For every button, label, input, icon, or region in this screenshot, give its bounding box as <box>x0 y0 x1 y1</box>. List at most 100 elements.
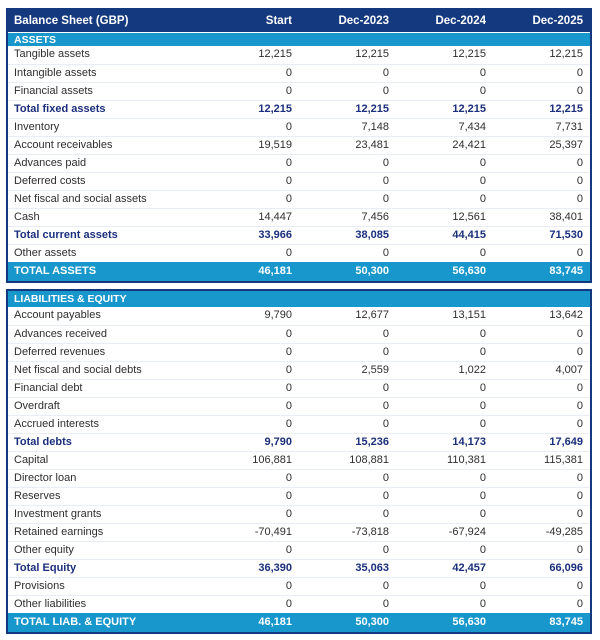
cell-value: 0 <box>382 472 389 484</box>
cell-value: 1,022 <box>458 364 486 376</box>
row-label: Cash <box>14 211 40 223</box>
cell-value: 0 <box>479 193 486 205</box>
row-label: Capital <box>14 454 49 466</box>
cell-value: 0 <box>285 157 292 169</box>
table-row: Financial assets 0 0 0 0 <box>8 82 590 100</box>
cell-value: 12,215 <box>355 103 389 115</box>
cell-value: 108,881 <box>349 454 389 466</box>
cell-value: 0 <box>479 418 486 430</box>
cell-value: 110,381 <box>447 454 486 466</box>
table-row: Accrued interests 0 0 0 0 <box>8 415 590 433</box>
cell-value: 0 <box>576 418 583 430</box>
cell-value: 0 <box>285 580 292 592</box>
cell-value: 0 <box>576 400 583 412</box>
cell-value: 17,649 <box>549 436 583 448</box>
row-label: Reserves <box>14 490 61 502</box>
cell-value: 0 <box>285 67 292 79</box>
column-header-dec-2024: Dec-2024 <box>435 15 486 27</box>
cell-value: 0 <box>285 121 292 133</box>
cell-value: 0 <box>382 346 389 358</box>
cell-value: 0 <box>382 580 389 592</box>
cell-value: 33,966 <box>258 229 292 241</box>
table-row: Investment grants 0 0 0 0 <box>8 505 590 523</box>
cell-value: 0 <box>382 247 389 259</box>
cell-value: 0 <box>479 346 486 358</box>
cell-value: 13,642 <box>549 309 583 321</box>
cell-value: 0 <box>382 328 389 340</box>
cell-value: 15,236 <box>355 436 389 448</box>
row-label: Total fixed assets <box>14 103 106 115</box>
row-label: Other assets <box>14 247 77 259</box>
cell-value: 19,519 <box>258 139 292 151</box>
cell-value: 0 <box>382 157 389 169</box>
cell-value: 0 <box>382 85 389 97</box>
cell-value: 38,085 <box>355 229 389 241</box>
cell-value: 38,401 <box>549 211 583 223</box>
row-label: Director loan <box>14 472 77 484</box>
row-label: Total Equity <box>14 562 77 574</box>
cell-value: 50,300 <box>355 265 389 277</box>
cell-value: 0 <box>479 490 486 502</box>
cell-value: 50,300 <box>355 616 389 628</box>
table-row: Capital 106,881 108,881 110,381 115,381 <box>8 451 590 469</box>
row-label: TOTAL ASSETS <box>14 265 97 277</box>
cell-value: 12,215 <box>258 48 292 60</box>
cell-value: 0 <box>382 544 389 556</box>
cell-value: 0 <box>285 544 292 556</box>
cell-value: 0 <box>382 508 389 520</box>
table-row: Financial debt 0 0 0 0 <box>8 379 590 397</box>
row-label: Financial assets <box>14 85 93 97</box>
cell-value: 12,215 <box>549 48 583 60</box>
cell-value: 0 <box>382 418 389 430</box>
cell-value: 83,745 <box>549 616 583 628</box>
cell-value: 56,630 <box>452 616 486 628</box>
cell-value: 0 <box>285 598 292 610</box>
cell-value: 0 <box>285 247 292 259</box>
cell-value: 0 <box>285 328 292 340</box>
column-header-dec-2023: Dec-2023 <box>338 15 389 27</box>
table-row: Deferred revenues 0 0 0 0 <box>8 343 590 361</box>
cell-value: -70,491 <box>254 526 292 538</box>
cell-value: -67,924 <box>448 526 486 538</box>
cell-value: 0 <box>576 598 583 610</box>
row-label: Net fiscal and social debts <box>14 364 142 376</box>
cell-value: 115,381 <box>544 454 583 466</box>
cell-value: 13,151 <box>452 309 486 321</box>
cell-value: 0 <box>479 472 486 484</box>
cell-value: 24,421 <box>452 139 486 151</box>
cell-value: 0 <box>479 175 486 187</box>
cell-value: -73,818 <box>351 526 389 538</box>
row-label: TOTAL LIAB. & EQUITY <box>14 616 137 628</box>
table-row: Cash 14,447 7,456 12,561 38,401 <box>8 208 590 226</box>
row-label: Overdraft <box>14 400 60 412</box>
column-header-dec-2025: Dec-2025 <box>532 15 583 27</box>
row-label: Retained earnings <box>14 526 104 538</box>
cell-value: 25,397 <box>549 139 583 151</box>
cell-value: 46,181 <box>258 616 292 628</box>
cell-value: 0 <box>576 346 583 358</box>
cell-value: 0 <box>382 193 389 205</box>
cell-value: 0 <box>479 400 486 412</box>
row-label: Provisions <box>14 580 65 592</box>
cell-value: 46,181 <box>258 265 292 277</box>
cell-value: 0 <box>576 157 583 169</box>
table-row-total-fixed-assets: Total fixed assets 12,215 12,215 12,215 … <box>8 100 590 118</box>
table-row: Net fiscal and social debts 0 2,559 1,02… <box>8 361 590 379</box>
table-row: Deferred costs 0 0 0 0 <box>8 172 590 190</box>
cell-value: 0 <box>382 598 389 610</box>
section-header-assets: ASSETS <box>8 32 590 46</box>
table-row: Net fiscal and social assets 0 0 0 0 <box>8 190 590 208</box>
table-row-total-debts: Total debts 9,790 15,236 14,173 17,649 <box>8 433 590 451</box>
table-row: Inventory 0 7,148 7,434 7,731 <box>8 118 590 136</box>
cell-value: 0 <box>285 193 292 205</box>
cell-value: 0 <box>576 85 583 97</box>
cell-value: 0 <box>576 508 583 520</box>
table-row: Director loan 0 0 0 0 <box>8 469 590 487</box>
cell-value: -49,285 <box>545 526 583 538</box>
cell-value: 7,731 <box>555 121 583 133</box>
cell-value: 56,630 <box>452 265 486 277</box>
table-row: Advances received 0 0 0 0 <box>8 325 590 343</box>
table-row: Other assets 0 0 0 0 <box>8 244 590 262</box>
table-row: Account payables 9,790 12,677 13,151 13,… <box>8 307 590 325</box>
row-label: Account payables <box>14 309 101 321</box>
